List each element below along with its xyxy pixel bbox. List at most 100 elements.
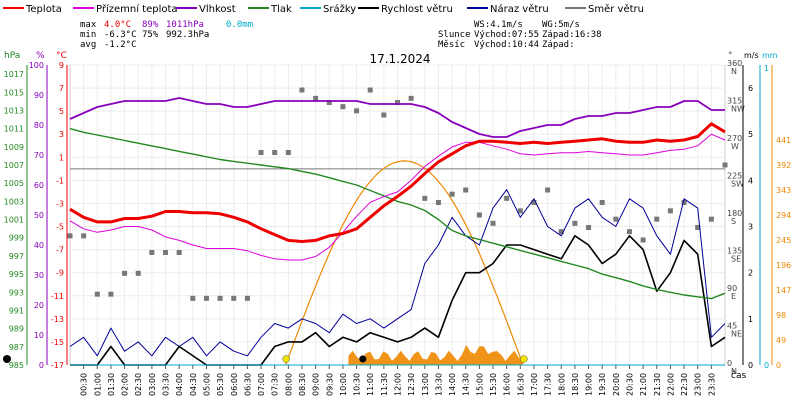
- grid: [70, 64, 725, 366]
- wind-direction-point-34: [531, 200, 537, 205]
- y-tick-wm2-8: 49: [776, 336, 786, 345]
- y-tick-celsius-8: -7: [56, 246, 64, 255]
- x-tick-label-23: 12:00: [394, 373, 403, 396]
- wind-direction-point-13: [244, 295, 250, 301]
- x-tick-label-9: 05:00: [202, 373, 211, 396]
- y-tick-deg-3: 225: [727, 172, 742, 181]
- y-tick-hpa-1: 1015: [4, 88, 24, 97]
- y-tick-percent-0: 100: [29, 61, 44, 70]
- wind-direction-point-26: [422, 195, 428, 201]
- y-tick-hpa-6: 1005: [4, 179, 24, 188]
- axis-unit-hpa: hPa: [4, 51, 20, 61]
- x-tick-label-29: 15:00: [475, 373, 484, 396]
- y-tick-celsius-3: 3: [59, 130, 64, 139]
- x-tick-label-30: 15:30: [489, 373, 498, 396]
- marker-sunrise: [282, 355, 290, 363]
- series-prizemni-teplota: [69, 133, 726, 261]
- wind-direction-point-24: [395, 100, 400, 105]
- y-tick-percent-8: 20: [34, 301, 44, 310]
- y-tick-hpa-15: 987: [9, 343, 24, 352]
- y-tick-ms-1: 5: [748, 130, 753, 139]
- y-tick-celsius-11: -13: [51, 315, 64, 324]
- x-tick-label-32: 16:30: [516, 373, 525, 396]
- x-tick-label-39: 20:00: [612, 373, 621, 396]
- moon-set: Západ:: [542, 40, 575, 50]
- y-tick-wm2-1: 392: [776, 161, 791, 170]
- y-tick-hpa-10: 997: [9, 252, 24, 261]
- stat-precip: 0.0mm: [226, 20, 253, 30]
- y-tick-ms-6: 0: [748, 361, 753, 370]
- wind-direction-point-23: [381, 112, 387, 118]
- y-tick-hpa-4: 1009: [4, 143, 24, 152]
- stat-ws: WS:4.1m/s: [474, 20, 523, 30]
- y-tick-percent-1: 90: [34, 91, 44, 100]
- x-tick-label-25: 13:00: [421, 373, 430, 396]
- wind-direction-point-25: [408, 95, 414, 101]
- x-tick-label-34: 17:30: [544, 373, 553, 396]
- x-tick-label-7: 04:00: [175, 373, 184, 396]
- wind-direction-point-6: [149, 250, 155, 255]
- stat-max-temp: 4.0°C: [104, 20, 131, 30]
- x-tick-label-0: 00:30: [80, 373, 89, 396]
- y-tick-deg-4: 180: [727, 209, 742, 218]
- wind-direction-point-18: [313, 95, 319, 101]
- x-tick-label-10: 05:30: [216, 373, 225, 396]
- wind-direction-point-10: [203, 295, 209, 301]
- legend-vlhkost: Vlhkost: [199, 4, 236, 15]
- y-tick-deg-1: 315: [727, 97, 742, 106]
- x-tick-label-19: 10:00: [339, 373, 348, 396]
- y-tick-deg-2: 270: [727, 134, 742, 143]
- y-tick-celsius-9: -9: [56, 269, 64, 278]
- legend-srazky: Srážky: [323, 3, 356, 15]
- solar-radiation-area: [348, 344, 524, 365]
- legend: Teplota Přízemní teplota Vlhkost Tlak Sr…: [3, 3, 644, 15]
- x-tick-label-27: 14:00: [448, 373, 457, 396]
- y-tick-ms-3: 3: [748, 223, 753, 232]
- y-tick-mm-0: 1: [764, 64, 769, 73]
- y-tick-celsius-4: 1: [59, 153, 64, 162]
- wind-direction-point-37: [572, 220, 578, 226]
- x-tick-label-36: 18:30: [571, 373, 580, 396]
- wind-direction-point-11: [217, 295, 223, 301]
- x-tick-label-8: 04:30: [189, 373, 198, 396]
- legend-naraz: Náraz větru: [490, 3, 549, 15]
- wind-direction-point-31: [490, 220, 496, 226]
- stats-block: max 4.0°C 89% 1011hPa 0.0mm min -6.3°C 7…: [80, 20, 602, 50]
- axis-unit-percent: %: [36, 51, 45, 61]
- wind-direction-point-42: [640, 237, 646, 243]
- axes: 00:30 01:00 01:30 02:00 02:30 03:00 03:30 04:00…: [4, 59, 792, 396]
- x-tick-label-28: 14:30: [462, 373, 471, 396]
- wind-direction-point-40: [613, 216, 619, 222]
- x-tick-label-41: 21:00: [639, 373, 648, 396]
- y-tick-dir-6: E: [731, 292, 736, 301]
- wind-direction-point-12: [231, 295, 237, 301]
- stat-max-label: max: [80, 20, 97, 30]
- wind-direction-point-28: [449, 191, 455, 197]
- wind-direction-point-33: [517, 208, 523, 214]
- wind-direction-point-41: [626, 229, 632, 235]
- y-tick-celsius-12: -15: [51, 338, 64, 347]
- y-tick-hpa-0: 1017: [4, 70, 24, 79]
- y-tick-hpa-2: 1013: [4, 106, 24, 115]
- y-tick-dir-0: N: [731, 67, 737, 76]
- y-tick-celsius-5: -1: [56, 176, 64, 185]
- legend-smer: Směr větru: [588, 3, 644, 15]
- y-tick-percent-3: 70: [34, 151, 44, 160]
- y-tick-celsius-7: -5: [56, 223, 64, 232]
- y-tick-percent-4: 60: [34, 181, 44, 190]
- x-tick-label-31: 16:00: [503, 373, 512, 396]
- wind-direction-point-29: [463, 187, 469, 193]
- marks: [3, 87, 728, 366]
- wind-direction-point-48: [722, 162, 728, 168]
- stat-avg-temp: -1.2°C: [104, 40, 137, 50]
- wind-direction-point-46: [695, 225, 701, 230]
- y-tick-percent-9: 10: [34, 331, 44, 340]
- x-tick-label-6: 03:30: [162, 373, 171, 396]
- sun-set: Západ:16:38: [542, 30, 602, 40]
- x-tick-label-20: 10:30: [353, 373, 362, 396]
- x-tick-label-18: 09:30: [325, 373, 334, 396]
- y-tick-wm2-5: 196: [776, 261, 791, 270]
- y-tick-wm2-3: 294: [776, 211, 791, 220]
- stat-max-hum: 89%: [142, 20, 159, 30]
- x-axis-label: čas: [731, 370, 746, 381]
